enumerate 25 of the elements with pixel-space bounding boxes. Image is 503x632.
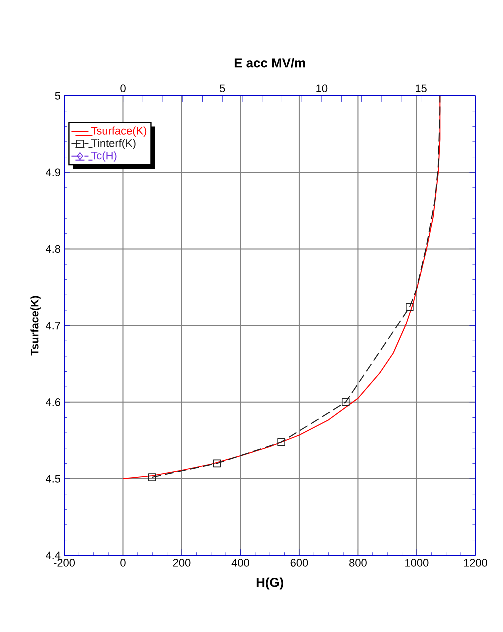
- x-tick-label: 600: [290, 559, 308, 567]
- x-tick-label: 1000: [406, 559, 429, 567]
- y-tick-label: 4.8: [46, 245, 60, 254]
- x-tick-label: 1200: [464, 559, 488, 567]
- y-tick-label: 4.4: [46, 552, 61, 560]
- legend-label: Tsurface(K): [91, 126, 147, 137]
- y-tick-label: 4.5: [46, 475, 61, 483]
- y-axis-title: Tsurface(K): [30, 296, 41, 356]
- x2-tick-label: 10: [316, 84, 328, 92]
- legend-label: Tc(H): [91, 152, 117, 162]
- x-tick-label: 800: [350, 559, 367, 567]
- x2-tick-label: 0: [120, 84, 126, 92]
- x-tick-label: 0: [120, 559, 126, 567]
- y-tick-label: 4.7: [46, 322, 60, 330]
- x-axis-title: H(G): [256, 578, 284, 590]
- x2-tick-label: 15: [416, 84, 427, 92]
- x-tick-label: -200: [54, 559, 76, 567]
- x-tick-label: 200: [173, 559, 191, 567]
- x-tick-label: 400: [232, 559, 250, 567]
- y-tick-label: 5: [55, 92, 61, 100]
- y-tick-label: 4.6: [46, 398, 60, 406]
- legend-label: Tinterf(K): [91, 139, 136, 150]
- y-tick-label: 4.9: [46, 168, 60, 176]
- x2-tick-label: 5: [220, 84, 226, 92]
- x2-axis-title: E acc MV/m: [234, 58, 306, 68]
